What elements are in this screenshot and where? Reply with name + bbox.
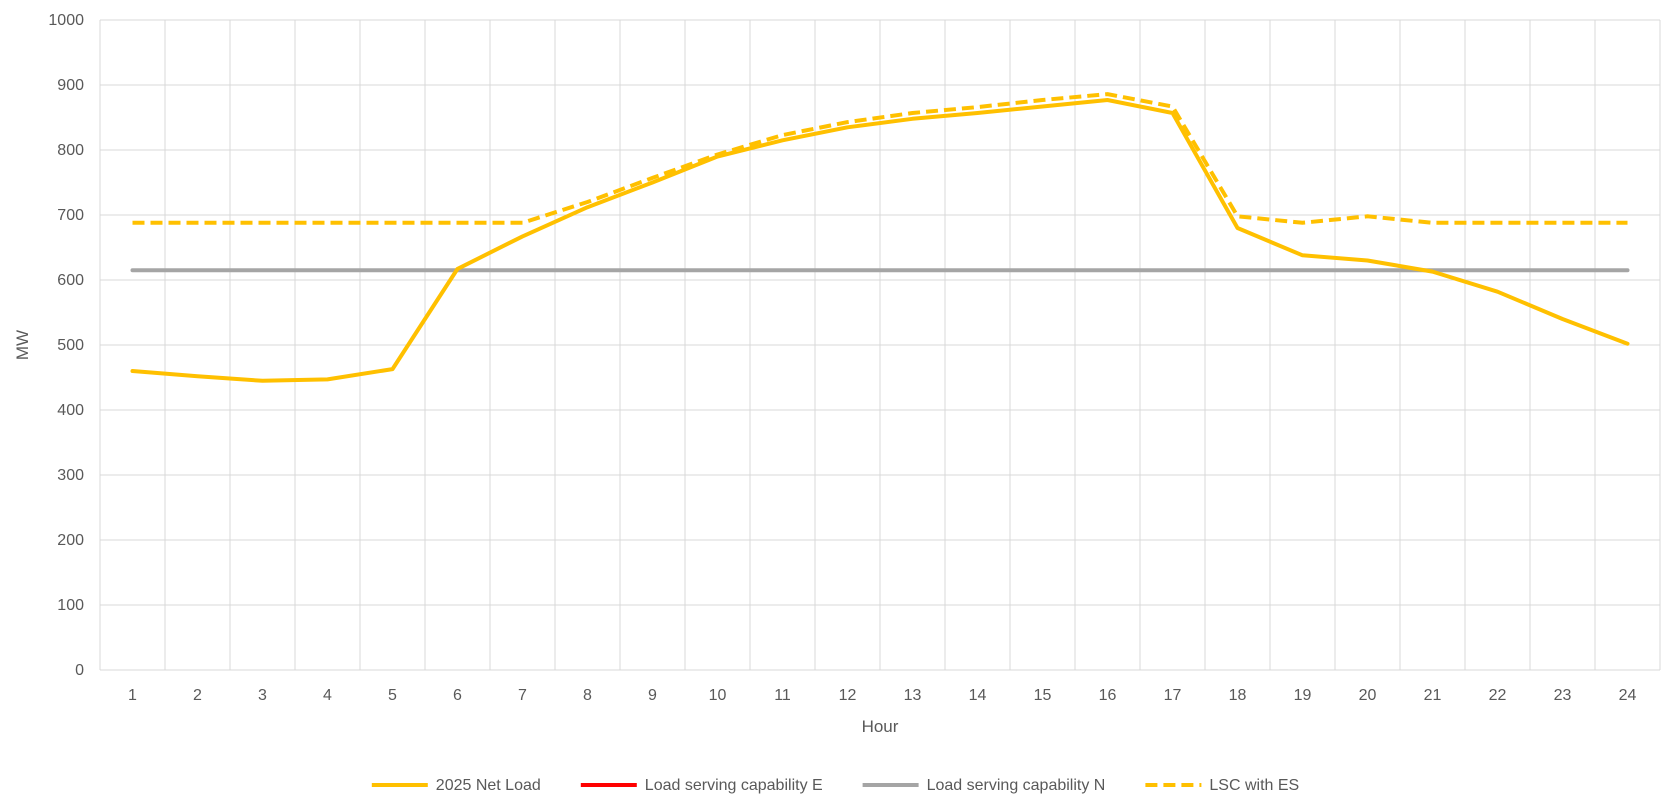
x-tick-label: 7 bbox=[518, 687, 527, 704]
y-tick-label: 900 bbox=[57, 77, 84, 94]
y-tick-label: 300 bbox=[57, 467, 84, 484]
x-tick-label: 18 bbox=[1229, 687, 1247, 704]
legend-label: Load serving capability E bbox=[645, 777, 823, 794]
x-tick-label: 23 bbox=[1554, 687, 1572, 704]
legend-label: LSC with ES bbox=[1209, 777, 1299, 794]
y-tick-label: 400 bbox=[57, 402, 84, 419]
x-tick-label: 1 bbox=[128, 687, 137, 704]
legend-item-2: Load serving capability E bbox=[580, 777, 823, 794]
x-tick-label: 5 bbox=[388, 687, 397, 704]
x-tick-label: 9 bbox=[648, 687, 657, 704]
x-tick-label: 13 bbox=[904, 687, 922, 704]
y-tick-label: 800 bbox=[57, 142, 84, 159]
x-tick-label: 10 bbox=[709, 687, 727, 704]
y-tick-label: 1000 bbox=[48, 12, 84, 29]
y-tick-label: 100 bbox=[57, 597, 84, 614]
legend-item-3: Load serving capability N bbox=[862, 777, 1106, 794]
x-tick-label: 22 bbox=[1489, 687, 1507, 704]
x-tick-label: 21 bbox=[1424, 687, 1442, 704]
x-tick-label: 17 bbox=[1164, 687, 1182, 704]
x-tick-label: 24 bbox=[1619, 687, 1637, 704]
x-tick-label: 15 bbox=[1034, 687, 1052, 704]
legend-label: Load serving capability N bbox=[927, 777, 1106, 794]
x-tick-label: 20 bbox=[1359, 687, 1377, 704]
grid-lines bbox=[99, 19, 1661, 671]
y-tick-label: 500 bbox=[57, 337, 84, 354]
x-axis-title: Hour bbox=[862, 717, 899, 736]
x-tick-label: 8 bbox=[583, 687, 592, 704]
y-tick-label: 0 bbox=[75, 662, 84, 679]
series-line-4 bbox=[132, 92, 1628, 225]
x-tick-label: 3 bbox=[258, 687, 267, 704]
legend-item-1: 2025 Net Load bbox=[371, 777, 541, 794]
x-tick-label: 19 bbox=[1294, 687, 1312, 704]
series-layer bbox=[130, 92, 1630, 383]
x-tick-label: 11 bbox=[774, 687, 791, 704]
legend: 2025 Net Load Load serving capability E Lo… bbox=[371, 777, 1299, 794]
x-axis-tick-labels: 1 2 3 4 5 6 7 8 9 10 11 12 13 14 15 16 17 18 19 20 21 22 23 24 bbox=[128, 687, 1636, 704]
x-tick-label: 6 bbox=[453, 687, 462, 704]
y-axis-tick-labels: 0 100 200 300 400 500 600 700 800 900 1000 bbox=[48, 12, 84, 679]
y-tick-label: 600 bbox=[57, 272, 84, 289]
x-tick-label: 16 bbox=[1099, 687, 1117, 704]
y-tick-label: 200 bbox=[57, 532, 84, 549]
x-tick-label: 2 bbox=[193, 687, 202, 704]
y-tick-label: 700 bbox=[57, 207, 84, 224]
x-tick-label: 4 bbox=[323, 687, 332, 704]
series-line-1 bbox=[130, 98, 1630, 383]
legend-item-4: LSC with ES bbox=[1145, 777, 1299, 794]
legend-label: 2025 Net Load bbox=[436, 777, 541, 794]
x-tick-label: 12 bbox=[839, 687, 857, 704]
x-tick-label: 14 bbox=[969, 687, 987, 704]
y-axis-title: MW bbox=[13, 330, 32, 360]
